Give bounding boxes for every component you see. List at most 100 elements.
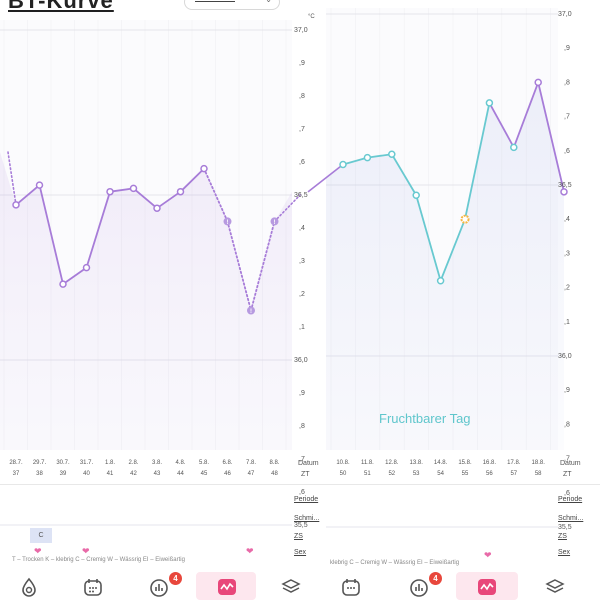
x-tick-cycle-day: 38 <box>36 471 43 477</box>
right-series-line <box>512 82 540 148</box>
x-tick-date: 30.7. <box>56 460 70 466</box>
y-tick-minor: ,6 <box>299 159 305 166</box>
exclamation-icon: ! <box>250 309 252 315</box>
data-point <box>176 187 185 196</box>
y-tick-minor: ,1 <box>299 0 305 1</box>
x-tick-cycle-day: 42 <box>130 471 137 477</box>
calendar-icon[interactable] <box>82 576 104 598</box>
notification-badge-right: 4 <box>429 572 442 585</box>
left-series-line <box>15 184 41 206</box>
notification-badge: 4 <box>169 572 182 585</box>
x-tick-cycle-day: 51 <box>364 471 371 477</box>
left-series-line <box>85 190 111 269</box>
x-tick-date: 15.8. <box>458 460 472 466</box>
x-tick-cycle-day: 56 <box>486 471 493 477</box>
calendar-icon-right[interactable] <box>340 576 362 598</box>
x-tick-cycle-day: 58 <box>535 471 542 477</box>
chart-tab-icon-right[interactable] <box>476 576 498 598</box>
right-series-line <box>464 102 491 220</box>
y-tick-major: 36,5 <box>294 192 308 199</box>
heart-icon: ❤ <box>82 546 90 556</box>
data-point <box>412 191 420 200</box>
x-tick-date: 2.8. <box>128 460 138 466</box>
x-tick-cycle-day: 39 <box>60 471 67 477</box>
x-tick-date: 11.8. <box>361 460 374 466</box>
data-point-excluded <box>247 306 255 315</box>
x-tick-date: 12.8. <box>385 460 399 466</box>
data-point <box>485 99 494 107</box>
left-area-fill <box>0 152 292 450</box>
y-tick-minor: ,3 <box>299 258 305 265</box>
bottom-nav: 4 4 <box>0 572 600 600</box>
x-tick-cycle-day: 44 <box>177 471 184 477</box>
right-series-line <box>342 156 368 166</box>
right-series-line <box>367 153 392 159</box>
x-tick-cycle-day: 57 <box>510 471 517 477</box>
layers-icon[interactable] <box>280 576 302 598</box>
left-series-line <box>273 194 301 223</box>
y-tick-major: 35,5 <box>294 522 308 529</box>
row-label-periode[interactable]: Periode <box>294 496 319 503</box>
data-point <box>82 263 91 272</box>
x-tick-date: 6.8. <box>222 460 232 466</box>
y-tick-major-right: 35,5 <box>558 524 572 531</box>
mucus-cell[interactable]: C <box>30 528 52 543</box>
left-series-line <box>250 220 276 312</box>
data-point <box>534 78 542 87</box>
data-point <box>200 164 208 173</box>
x-tick-date: 8.8. <box>269 460 279 466</box>
fertile-day-label: Fruchtbarer Tag <box>379 411 471 426</box>
x-tick-date: 31.7. <box>80 460 94 466</box>
unit-label: °C <box>308 14 315 20</box>
x-tick-date: 10.8. <box>336 460 350 466</box>
page-title: BT-Kurve <box>8 0 114 13</box>
y-tick-minor-right: ,6 <box>564 490 570 497</box>
row-label-schmi-right[interactable]: Schmi... <box>558 515 584 522</box>
data-point <box>436 277 445 285</box>
row-label-zs-right[interactable]: ZS <box>558 533 567 540</box>
row-label-schmi[interactable]: Schmi... <box>294 515 320 522</box>
y-tick-major: 37,0 <box>294 27 308 34</box>
x-tick-date: 28.7. <box>9 460 23 466</box>
x-tick-cycle-day: 53 <box>413 471 420 477</box>
right-series-line <box>488 102 515 148</box>
y-tick-minor-right: ,2 <box>564 285 570 292</box>
chart-tab-icon[interactable] <box>216 576 238 598</box>
data-point <box>153 204 161 212</box>
y-tick-major: 36,0 <box>294 357 308 364</box>
row-label-zs[interactable]: ZS <box>294 533 303 540</box>
x-axis-label-zt-right: ZT <box>563 471 572 478</box>
left-series-line <box>156 190 182 210</box>
stats-icon[interactable] <box>148 576 170 598</box>
row-label-sex-right[interactable]: Sex <box>558 549 571 556</box>
heart-icon: ❤ <box>484 550 492 560</box>
data-point <box>35 181 44 189</box>
layers-icon-right[interactable] <box>544 576 566 598</box>
data-point-excluded <box>223 217 232 226</box>
exclamation-icon: ! <box>227 220 229 226</box>
x-tick-date: 18.8. <box>532 460 546 466</box>
x-tick-cycle-day: 45 <box>201 471 208 477</box>
y-tick-minor: ,6 <box>299 489 305 496</box>
row-label-periode-right[interactable]: Periode <box>558 496 583 503</box>
row-label-sex[interactable]: Sex <box>294 549 307 556</box>
mucus-legend-left: T – Trocken K – klebrig C – Cremig W – W… <box>12 557 185 563</box>
exclamation-icon: ! <box>274 220 276 226</box>
y-tick-minor-right: ,7 <box>564 114 570 121</box>
data-point <box>106 187 114 196</box>
left-series-line <box>226 220 252 312</box>
right-series-line <box>391 153 417 196</box>
x-tick-cycle-day: 46 <box>224 471 231 477</box>
stats-icon-right[interactable] <box>408 576 430 598</box>
selector-value-line <box>195 1 235 2</box>
temperature-chart[interactable]: !!! 35,5 35,5 ,6 ,6 ,7 ,7 ,8 ,8 ,9 ,9 36,0 36,0 ,1 ,1… <box>0 0 600 572</box>
data-point <box>510 143 518 152</box>
x-tick-date: 1.8. <box>105 460 115 466</box>
y-tick-minor: ,1 <box>299 324 305 331</box>
y-tick-minor: ,7 <box>299 456 305 463</box>
cycle-home-icon[interactable] <box>18 576 40 598</box>
right-series-line <box>415 195 442 282</box>
x-tick-date: 5.8. <box>199 460 209 466</box>
left-series-line <box>132 187 158 210</box>
x-tick-cycle-day: 50 <box>340 471 347 477</box>
